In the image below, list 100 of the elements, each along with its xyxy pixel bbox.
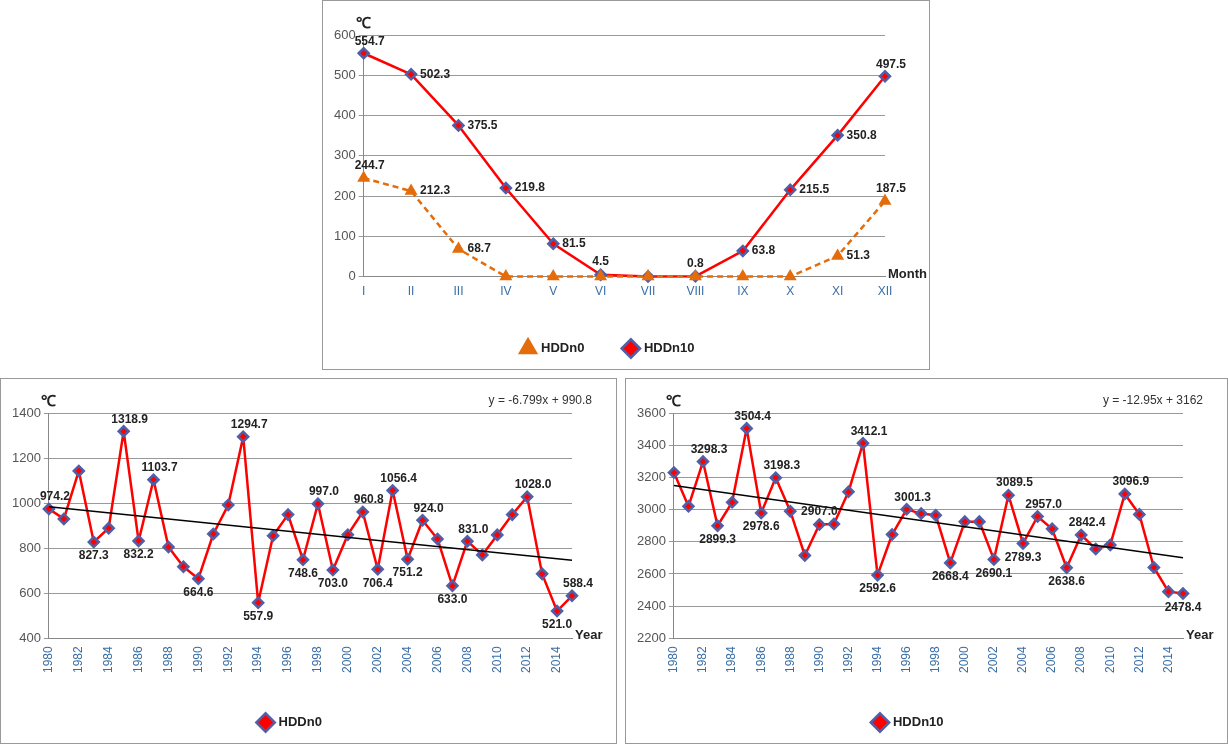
x-tick-label: I — [362, 284, 366, 299]
data-label: 3198.3 — [763, 457, 801, 472]
legend-label: HDDn0 — [541, 340, 585, 356]
data-label: 4.5 — [592, 254, 610, 269]
data-label: 244.7 — [354, 158, 386, 173]
data-label: 2690.1 — [975, 565, 1013, 580]
x-tick-label: 1984 — [101, 645, 116, 674]
x-tick-label: 1990 — [190, 645, 205, 674]
data-label: 1056.4 — [380, 470, 418, 485]
data-label: 831.0 — [458, 521, 489, 536]
y-axis-title: ℃ — [355, 13, 371, 31]
data-label: 187.5 — [875, 181, 907, 196]
data-label: 703.0 — [317, 576, 349, 591]
data-label: 521.0 — [542, 617, 573, 632]
data-label: 2907.0 — [801, 503, 839, 518]
data-label: 219.8 — [514, 180, 546, 195]
x-tick-label: X — [786, 284, 795, 299]
x-tick-label: 2010 — [1102, 645, 1117, 674]
x-tick-label: 2014 — [1160, 645, 1175, 674]
data-label: 2789.3 — [1004, 549, 1042, 564]
data-label: 3001.3 — [894, 489, 932, 504]
x-tick-label: VII — [640, 284, 656, 299]
data-label: 2899.3 — [699, 532, 737, 547]
x-tick-label: V — [549, 284, 558, 299]
y-tick-label: 1400 — [12, 404, 41, 420]
data-label: 2842.4 — [1068, 515, 1106, 530]
data-label: 633.0 — [437, 592, 468, 607]
x-tick-label: IV — [500, 284, 512, 299]
legend-label: HDDn10 — [892, 714, 944, 730]
data-label: 63.8 — [751, 243, 776, 258]
y-tick-label: 2600 — [637, 565, 666, 581]
y-tick-label: 400 — [333, 107, 356, 123]
y-tick-label: 200 — [333, 187, 356, 203]
data-label: 664.6 — [183, 585, 214, 599]
data-label: 557.9 — [243, 609, 274, 624]
y-tick-label: 1000 — [12, 494, 41, 510]
x-tick-label: 2002 — [370, 645, 385, 674]
y-tick-label: 2400 — [637, 597, 666, 613]
x-tick-label: 2004 — [399, 645, 414, 674]
data-label: 706.4 — [362, 575, 394, 590]
data-label: 554.7 — [354, 33, 386, 48]
data-label: 1103.7 — [141, 460, 178, 475]
x-tick-label: 2000 — [957, 645, 972, 674]
y-tick-label: 400 — [19, 629, 41, 645]
y-tick-label: 3200 — [637, 468, 666, 484]
x-tick-label: 2002 — [986, 645, 1001, 674]
x-tick-label: 2008 — [1073, 645, 1088, 674]
y-tick-label: 1200 — [12, 449, 41, 465]
data-label: 748.6 — [287, 566, 319, 581]
x-tick-label: 1992 — [220, 645, 235, 674]
x-tick-label: 1988 — [160, 645, 175, 674]
y-tick-label: 2200 — [637, 629, 666, 645]
data-label: 832.2 — [123, 547, 154, 562]
y-tick-label: 600 — [19, 584, 41, 600]
x-tick-label: 1988 — [782, 645, 797, 674]
x-tick-label: 1998 — [310, 645, 325, 674]
x-tick-label: 2006 — [1044, 645, 1059, 674]
data-label: 375.5 — [467, 117, 498, 132]
data-label: 2957.0 — [1025, 496, 1063, 511]
y-tick-label: 0 — [348, 268, 356, 284]
data-label: 3412.1 — [850, 423, 888, 438]
x-tick-label: 2006 — [429, 645, 444, 674]
x-tick-label: 1994 — [869, 645, 884, 674]
x-tick-label: 2012 — [519, 645, 534, 674]
x-tick-label: 2010 — [489, 645, 504, 674]
data-label: 588.4 — [562, 576, 594, 591]
y-axis-title: ℃ — [665, 391, 681, 409]
y-axis-title: ℃ — [40, 391, 56, 409]
text: y = -6.799x + 990.8 — [488, 393, 593, 408]
data-label: 827.3 — [78, 548, 110, 563]
data-label: 1318.9 — [111, 411, 149, 426]
x-tick-label: III — [453, 284, 464, 299]
x-tick-label: 1982 — [71, 645, 86, 674]
data-label: 51.3 — [846, 248, 871, 263]
x-tick-label: VIII — [686, 284, 705, 299]
x-tick-label: 2012 — [1131, 645, 1146, 674]
y-tick-label: 3600 — [637, 404, 666, 420]
data-label: 3089.5 — [996, 475, 1034, 490]
x-tick-label: 2014 — [549, 645, 564, 674]
data-label: 0.8 — [687, 255, 705, 270]
data-label: 350.8 — [846, 127, 877, 142]
y-tick-label: 3000 — [637, 501, 666, 517]
x-tick-label: IX — [737, 284, 749, 299]
x-tick-label: 2000 — [340, 645, 355, 674]
x-tick-label: 1984 — [724, 645, 739, 674]
data-label: 960.8 — [353, 492, 385, 507]
data-label: 924.0 — [413, 500, 444, 515]
data-label: 81.5 — [562, 236, 586, 251]
y-tick-label: 500 — [333, 66, 356, 82]
data-label: 2478.4 — [1164, 599, 1202, 614]
y-tick-label: 100 — [333, 227, 356, 243]
data-label: 1294.7 — [230, 417, 268, 432]
y-tick-label: 800 — [19, 539, 41, 555]
data-label: 3298.3 — [690, 441, 728, 456]
y-tick-label: 600 — [333, 26, 356, 42]
data-label: 3096.9 — [1112, 474, 1150, 489]
x-axis-title: Year — [1186, 627, 1214, 643]
x-tick-label: 1998 — [928, 645, 943, 674]
legend-label: HDDn0 — [278, 714, 322, 730]
data-label: 1028.0 — [514, 477, 552, 492]
